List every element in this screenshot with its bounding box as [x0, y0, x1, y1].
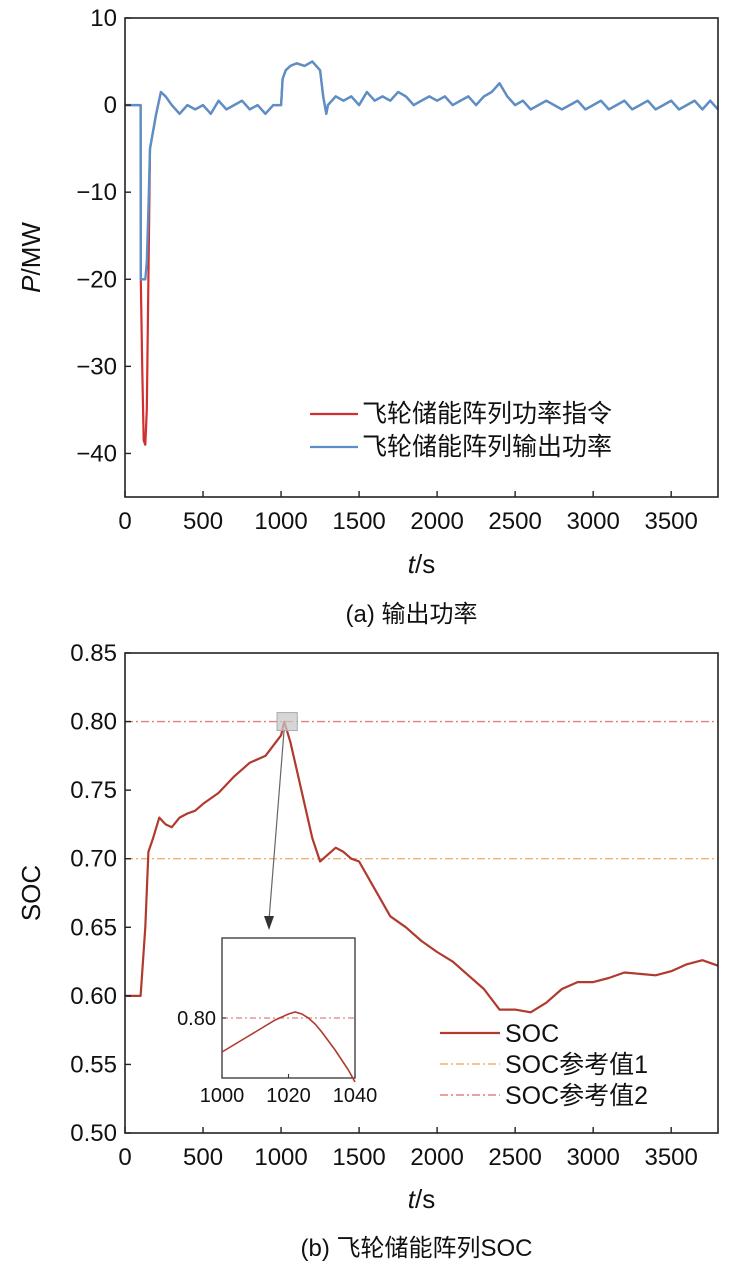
series-line-soc — [125, 720, 719, 1014]
x-tick-label: 3000 — [566, 1144, 619, 1171]
y-tick-label: 0.65 — [70, 914, 117, 941]
x-tick-label: 500 — [183, 1144, 223, 1171]
x-tick-label: 2000 — [410, 1144, 463, 1171]
y-tick-label: 0.70 — [70, 846, 117, 873]
legend-label-ref1: SOC参考值1 — [505, 1051, 648, 1079]
x-tick-label: 3500 — [644, 1144, 697, 1171]
zoom-box — [276, 712, 298, 732]
panel-b-ylabel: SOC — [16, 865, 46, 921]
inset-x-tick-label: 1000 — [200, 1085, 245, 1107]
legend-label-soc: SOC — [505, 1020, 559, 1048]
y-tick-label: 10 — [90, 5, 117, 32]
inset-frame — [221, 937, 356, 1079]
y-tick-label: 0 — [104, 92, 117, 119]
panel-a: 0 500 1000 1500 2000 2500 3000 3500 10 0 −10 −20 −30… — [16, 5, 719, 628]
x-tick-label: 3000 — [566, 508, 619, 535]
series-line-command — [125, 60, 719, 446]
y-tick-label: 0.60 — [70, 983, 117, 1010]
panel-a-frame — [124, 17, 719, 498]
x-tick-label: 1500 — [332, 508, 385, 535]
panel-b-caption: (b) 飞轮储能阵列SOC — [300, 1235, 532, 1262]
x-tick-label: 500 — [183, 508, 223, 535]
panel-a-ticks: 0 500 1000 1500 2000 2500 3000 3500 10 0 −10 −20 −30… — [76, 5, 698, 535]
legend-label-command: 飞轮储能阵列功率指令 — [362, 400, 612, 428]
y-tick-label: −20 — [76, 266, 117, 293]
x-tick-label: 2500 — [488, 508, 541, 535]
panel-b: 0 500 1000 1500 2000 2500 3000 3500 0.85 0.80 0.75… — [16, 640, 719, 1262]
panel-a-series — [125, 60, 719, 446]
inset-series-line — [221, 1011, 356, 1083]
panel-b-legend: SOC SOC参考值1 SOC参考值2 — [440, 1020, 648, 1110]
zoom-indicator — [264, 712, 298, 930]
y-tick-label: −10 — [76, 179, 117, 206]
panel-a-legend: 飞轮储能阵列功率指令 飞轮储能阵列输出功率 — [310, 400, 612, 461]
y-tick-label: 0.50 — [70, 1120, 117, 1147]
x-tick-label: 3500 — [644, 508, 697, 535]
legend-label-ref2: SOC参考值2 — [505, 1082, 648, 1110]
panel-a-xlabel: t/s — [408, 549, 435, 579]
panel-a-ylabel: P/MW — [16, 222, 46, 293]
panel-b-frame — [124, 652, 719, 1134]
legend-label-output: 飞轮储能阵列输出功率 — [362, 433, 612, 461]
inset-plot: 1000 1020 1040 0.80 — [177, 937, 378, 1107]
panel-b-ticks: 0 500 1000 1500 2000 2500 3000 3500 0.85 0.80 0.75… — [70, 640, 698, 1171]
x-tick-label: 0 — [118, 508, 131, 535]
y-tick-label: 0.75 — [70, 777, 117, 804]
zoom-arrow-line — [268, 730, 285, 921]
x-tick-label: 1500 — [332, 1144, 385, 1171]
y-tick-label: −30 — [76, 353, 117, 380]
panel-a-caption: (a) 输出功率 — [345, 601, 477, 628]
x-tick-label: 0 — [118, 1144, 131, 1171]
inset-x-tick-label: 1020 — [266, 1085, 311, 1107]
inset-x-tick-label: 1040 — [333, 1085, 378, 1107]
panel-b-xlabel: t/s — [408, 1184, 435, 1214]
y-tick-label: 0.85 — [70, 640, 117, 667]
x-tick-label: 2500 — [488, 1144, 541, 1171]
x-tick-label: 2000 — [410, 508, 463, 535]
inset-y-tick-label: 0.80 — [177, 1008, 216, 1030]
y-tick-label: 0.55 — [70, 1051, 117, 1078]
y-tick-label: −40 — [76, 440, 117, 467]
x-tick-label: 1000 — [254, 508, 307, 535]
panel-b-series — [125, 720, 719, 1014]
x-tick-label: 1000 — [254, 1144, 307, 1171]
y-tick-label: 0.80 — [70, 709, 117, 736]
series-line-output — [125, 60, 719, 281]
zoom-arrow-head — [264, 916, 274, 930]
